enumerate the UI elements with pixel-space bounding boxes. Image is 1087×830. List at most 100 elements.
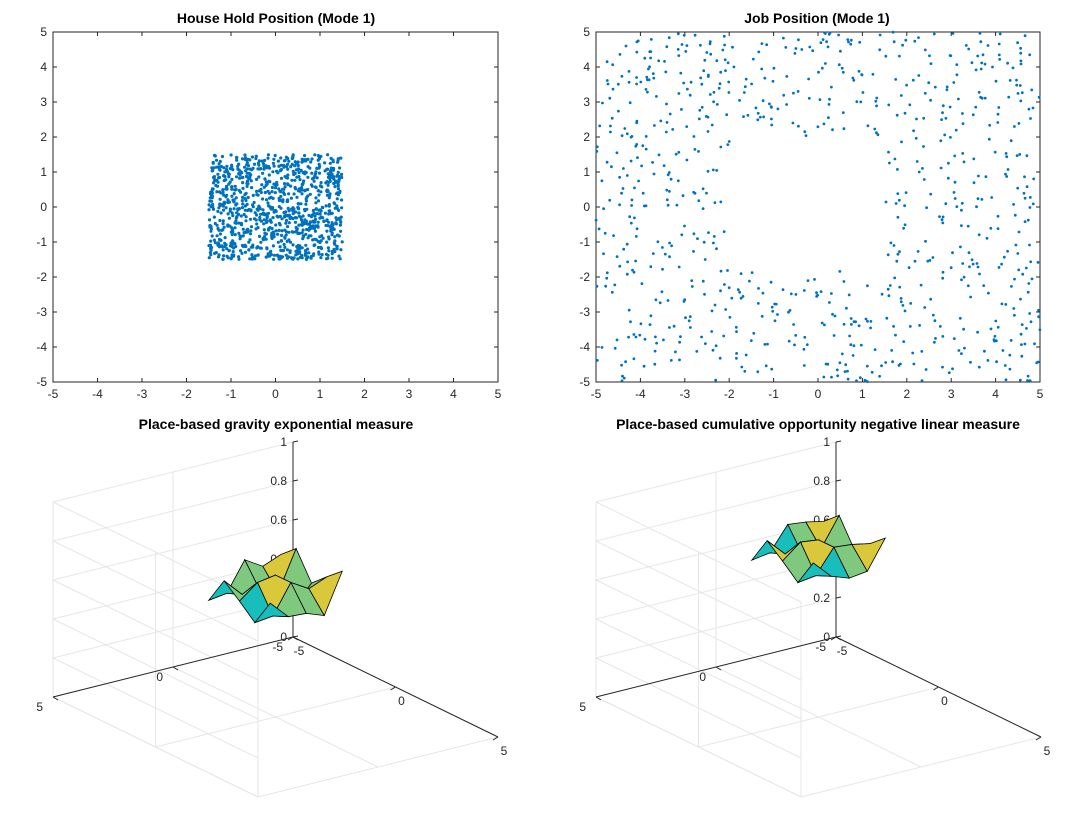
wall-grid-line — [595, 618, 802, 720]
data-point — [279, 168, 283, 172]
data-point — [645, 75, 649, 79]
data-point — [327, 209, 331, 213]
data-point — [946, 176, 950, 180]
data-point — [241, 181, 245, 185]
data-point — [306, 236, 310, 240]
data-point — [1000, 302, 1004, 306]
data-point — [306, 175, 310, 179]
data-point — [894, 202, 898, 205]
data-point — [997, 106, 1001, 109]
data-point — [794, 293, 798, 296]
data-point — [692, 135, 696, 138]
data-point — [224, 178, 228, 182]
data-point — [980, 61, 984, 65]
data-point — [250, 155, 254, 159]
data-point — [286, 182, 290, 186]
surface-patch — [796, 562, 833, 584]
data-point — [295, 195, 299, 199]
data-point — [216, 255, 221, 259]
data-point — [664, 130, 668, 134]
data-point — [245, 161, 249, 165]
data-point — [295, 228, 299, 232]
data-point — [951, 32, 955, 35]
data-point — [280, 217, 284, 221]
z-tick-label: 1 — [823, 435, 830, 449]
data-point — [787, 310, 790, 314]
data-point — [247, 176, 251, 180]
data-point — [221, 222, 225, 226]
surface-patches — [207, 547, 343, 624]
data-point — [1023, 220, 1027, 224]
data-point — [287, 221, 291, 225]
data-point — [278, 214, 282, 218]
data-point — [333, 181, 337, 185]
data-point — [1028, 206, 1032, 209]
data-point — [644, 88, 648, 91]
data-point — [944, 202, 948, 206]
wall-grid-line — [52, 540, 259, 642]
data-point — [259, 212, 263, 216]
data-point — [922, 116, 926, 120]
data-point — [763, 76, 767, 80]
data-point — [929, 297, 933, 301]
data-point — [212, 215, 216, 219]
data-point — [656, 240, 660, 244]
data-point — [267, 179, 271, 183]
data-point — [653, 362, 657, 366]
data-point — [751, 57, 755, 61]
data-point — [250, 253, 254, 257]
data-point — [262, 185, 266, 189]
data-point — [215, 184, 220, 188]
data-point — [1033, 342, 1036, 346]
data-point — [234, 187, 238, 192]
data-point — [700, 105, 704, 109]
data-point — [299, 223, 303, 227]
wall-grid-line — [595, 501, 802, 603]
data-point — [209, 253, 213, 257]
data-point — [969, 295, 972, 299]
data-point — [1008, 367, 1012, 371]
data-point — [217, 237, 222, 242]
data-point — [710, 123, 714, 127]
data-point — [967, 47, 971, 51]
data-point — [327, 249, 331, 253]
data-point — [988, 123, 992, 127]
data-point — [864, 317, 868, 321]
data-point — [304, 221, 308, 225]
data-point — [802, 364, 806, 367]
data-point — [339, 248, 343, 252]
data-point — [283, 245, 287, 249]
data-point — [706, 169, 710, 173]
data-point — [332, 175, 336, 180]
data-point — [889, 241, 893, 245]
data-point — [635, 143, 639, 146]
data-point — [721, 48, 725, 52]
data-point — [233, 226, 237, 230]
data-point — [742, 91, 746, 94]
data-point — [685, 125, 689, 128]
data-point — [685, 44, 689, 47]
data-point — [994, 79, 998, 83]
data-point — [318, 240, 322, 245]
data-point — [793, 343, 796, 347]
data-point — [728, 315, 732, 319]
x-tick-label: -5 — [837, 644, 848, 658]
data-point — [286, 162, 290, 166]
data-point — [717, 86, 721, 90]
y-tick-mark — [52, 696, 59, 701]
z-tick-mark — [292, 518, 299, 521]
data-point — [625, 174, 629, 177]
data-point — [319, 190, 323, 194]
data-point — [601, 101, 604, 105]
data-point — [904, 38, 908, 42]
data-point — [627, 70, 631, 73]
data-point — [945, 88, 949, 92]
data-point — [325, 218, 329, 222]
data-point — [756, 302, 760, 305]
data-point — [757, 287, 760, 290]
data-point — [1010, 285, 1013, 288]
data-point — [232, 200, 236, 204]
data-point — [221, 188, 225, 192]
data-point — [955, 73, 959, 77]
data-point — [895, 113, 899, 117]
